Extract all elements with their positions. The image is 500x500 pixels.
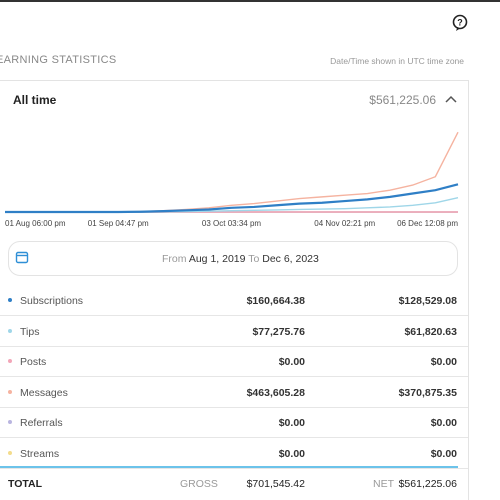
- date-range-text: From Aug 1, 2019 To Dec 6, 2023: [162, 253, 319, 265]
- row-gross: $77,275.76: [252, 325, 305, 338]
- x-tick-label: 03 Oct 03:34 pm: [202, 219, 261, 228]
- row-net: $0.00: [430, 356, 457, 368]
- row-net: $128,529.08: [398, 295, 457, 307]
- total-net: $561,225.06: [398, 478, 457, 490]
- row-dot: [8, 450, 12, 455]
- to-date: Dec 6, 2023: [262, 253, 319, 265]
- row-net: $370,875.35: [398, 386, 457, 399]
- row-dot: [8, 389, 12, 394]
- row-name: Streams: [20, 447, 60, 460]
- row-gross: $0.00: [278, 356, 305, 368]
- row-name: Referrals: [20, 417, 63, 429]
- total-gross: $701,545.42: [246, 478, 305, 490]
- date-range[interactable]: [8, 241, 458, 276]
- collapse-caret[interactable]: [444, 93, 458, 105]
- x-tick-label: 04 Nov 02:21 pm: [314, 219, 375, 228]
- row-net: $61,820.63: [404, 325, 457, 338]
- period: All time: [13, 93, 57, 107]
- top-border: [0, 0, 500, 2]
- row-name: Messages: [20, 386, 68, 399]
- from-date: Aug 1, 2019: [188, 253, 246, 265]
- help-icon[interactable]: ?: [451, 14, 469, 32]
- chart: 01 Aug 06:00 pm 01 Sep 04:47 pm 03 Oct 03:…: [5, 131, 459, 228]
- row-dot: [8, 420, 12, 424]
- section-title: EARNING STATISTICS: [0, 54, 117, 66]
- svg-text:?: ?: [457, 18, 463, 28]
- summary-total: $561,225.06: [369, 93, 436, 107]
- table-row: Posts $0.00 $0.00: [0, 346, 468, 377]
- series-line: [5, 131, 459, 213]
- total-label: TOTAL: [8, 478, 43, 490]
- table-row: Tips $77,275.76 $61,820.63: [0, 316, 468, 347]
- row-gross: $160,664.38: [246, 295, 305, 307]
- table-row: Subscriptions $160,664.38 $128,529.08: [0, 285, 468, 316]
- gross-label: GROSS: [180, 478, 218, 490]
- row-net: $0.00: [430, 417, 457, 429]
- x-tick-label: 01 Aug 06:00 pm: [5, 219, 66, 228]
- x-tick-label: 01 Sep 04:47 pm: [88, 219, 149, 228]
- row-name: Tips: [20, 325, 40, 338]
- row-dot: [8, 298, 12, 302]
- series-line: [5, 183, 459, 214]
- row-gross: $0.00: [278, 417, 305, 429]
- row-gross: $0.00: [278, 447, 305, 460]
- total-divider: [0, 466, 458, 468]
- calendar-icon: [15, 251, 29, 264]
- table-row: Referrals $0.00 $0.00: [0, 407, 468, 438]
- to-label: To: [248, 253, 260, 265]
- table-row: Messages $463,605.28 $370,875.35: [0, 377, 468, 408]
- table-row: Streams $0.00 $0.00: [0, 438, 468, 469]
- row-dot: [8, 328, 12, 333]
- row-dot: [8, 359, 12, 363]
- row-net: $0.00: [430, 447, 457, 460]
- card: [0, 80, 469, 500]
- from-label: From: [162, 253, 187, 265]
- row-name: Posts: [20, 356, 47, 368]
- row-name: Subscriptions: [20, 295, 84, 307]
- x-tick-label: 06 Dec 12:08 pm: [397, 219, 458, 228]
- timezone-note: Date/Time shown in UTC time zone: [330, 56, 464, 66]
- row-gross: $463,605.28: [246, 386, 305, 399]
- net-label: NET: [373, 478, 394, 490]
